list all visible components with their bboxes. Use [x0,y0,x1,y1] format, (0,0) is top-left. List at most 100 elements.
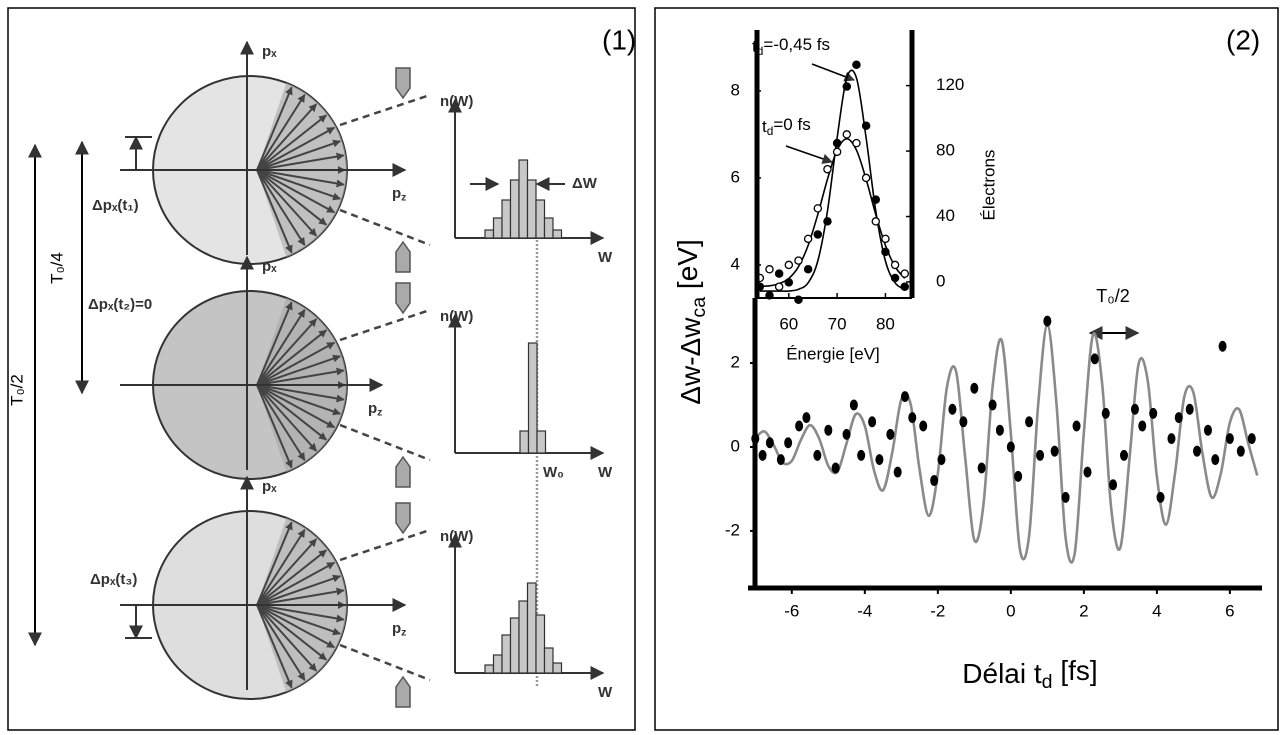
data-point [959,416,968,428]
sight-line [339,528,431,562]
momentum-vector [256,309,306,386]
y-tick-label: 8 [731,80,740,99]
momentum-vector [256,139,341,171]
data-point [900,282,910,291]
x-tick-label: 80 [876,314,895,333]
data-point [823,164,832,174]
x-axis-title-part: Délai t [962,658,1042,689]
histogram-y-label: n(W) [440,308,473,325]
data-point [765,265,774,274]
data-point [857,449,866,461]
histogram-bar [509,179,520,239]
momentum-vector [256,86,293,171]
x-axis-title: Énergie [eV] [786,344,880,363]
width-label: ΔW [572,175,598,192]
momentum-vector [256,384,318,452]
x-axis-title-part: [fs] [1053,655,1098,686]
data-point [1236,445,1245,457]
data-point [1090,353,1099,365]
momentum-vector [256,604,293,689]
sight-line [339,643,431,682]
histogram-bar [518,159,529,239]
period-label: T₀/2 [7,374,26,406]
detector [395,502,411,535]
momentum-vector [256,169,345,188]
data-point [1174,412,1183,424]
y-tick-label: 4 [731,254,740,273]
momentum-vector [256,604,318,672]
momentum-vector [256,94,306,171]
detector [395,455,411,488]
momentum-vector [256,521,293,606]
data-point [1247,433,1256,445]
pz-label-part: p [368,400,377,417]
momentum-vector [256,103,318,171]
data-point [849,399,858,411]
series-label-part: d [767,124,774,138]
data-point [988,399,997,411]
histogram-bar [543,217,554,239]
histogram-bar [519,430,530,454]
momentum-vector [256,604,341,636]
annotation: T₀/2 [1096,286,1129,306]
data-point [803,265,813,274]
px-label: pₓ [262,478,277,495]
data-point [794,256,803,265]
data-point [774,269,784,278]
data-point [890,273,900,283]
detector [395,675,411,708]
momentum-vector [256,384,306,461]
data-point [1120,449,1129,461]
momentum-vector [256,384,341,416]
data-point [861,121,871,130]
data-point [1225,433,1234,445]
momentum-vector [256,126,336,171]
y-axis-title-part: [eV] [672,239,703,297]
data-point [1043,315,1052,327]
data-point [774,282,784,291]
data-point [1130,403,1139,415]
data-point [977,462,986,474]
data-point [1185,403,1194,415]
pz-label: pz [392,620,406,638]
momentum-vector [256,152,345,171]
data-point [1014,470,1023,482]
data-point [900,391,909,403]
histogram-bar [527,342,538,454]
pz-label: pz [392,185,406,203]
data-point [852,60,861,70]
histogram-bar [535,614,546,674]
y2-tick-label: 80 [936,141,955,160]
histogram-y-label: n(W) [440,93,473,110]
data-point [1167,433,1176,445]
momentum-vector [256,384,345,403]
data-point [776,454,785,466]
panel-frame [654,7,1279,731]
momentum-vector [256,367,345,386]
x-axis-title: Délai td [fs] [962,655,1097,693]
histogram-bar [492,654,503,674]
momentum-vector [256,114,327,171]
y-tick-label: 0 [731,436,740,455]
histogram-bar [552,662,563,674]
series-label-part: =0 fs [773,116,810,135]
data-point [893,466,902,478]
data-point [1211,454,1220,466]
data-point [1138,420,1147,432]
series-label-part: d [757,44,764,58]
y-axis-title-part: Δw-Δw [675,317,706,405]
y-tick-label: 2 [731,353,740,372]
pz-label-part: z [377,406,382,418]
histogram-bar [526,179,537,239]
data-point [890,260,900,270]
data-point [919,420,928,432]
histogram-bar [535,199,546,239]
momentum-vector [256,604,336,649]
data-point [784,437,793,449]
series-label-part: t [762,117,767,136]
pz-label-part: p [392,185,401,202]
data-line [754,323,1259,564]
data-point [1109,479,1118,491]
series-label: td=0 fs [762,116,811,139]
